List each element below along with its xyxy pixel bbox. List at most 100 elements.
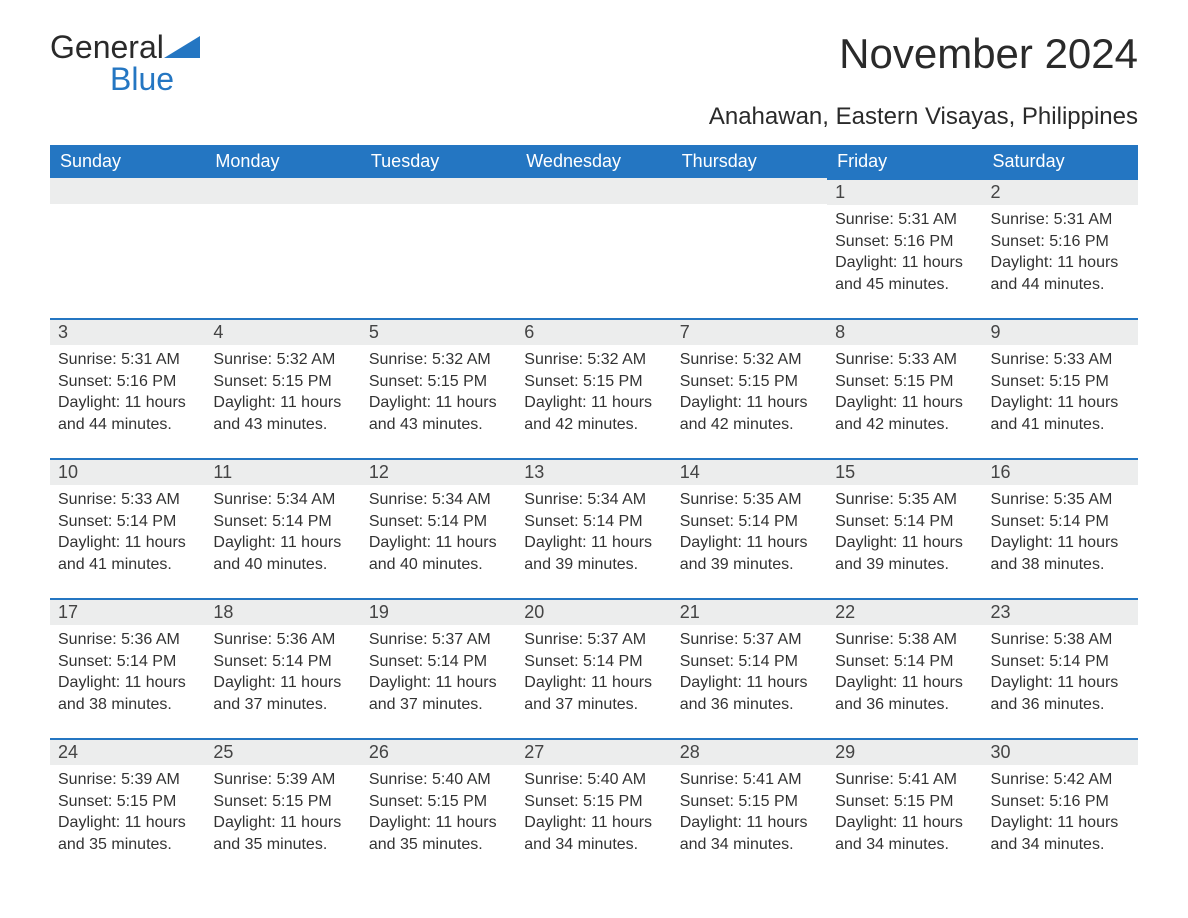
day-detail: Sunrise: 5:31 AMSunset: 5:16 PMDaylight:… — [50, 345, 205, 445]
day-number: 8 — [827, 318, 982, 345]
weekday-header: Wednesday — [516, 145, 671, 178]
day-detail: Sunrise: 5:42 AMSunset: 5:16 PMDaylight:… — [983, 765, 1138, 865]
calendar-row: 24Sunrise: 5:39 AMSunset: 5:15 PMDayligh… — [50, 738, 1138, 878]
calendar-cell: 19Sunrise: 5:37 AMSunset: 5:14 PMDayligh… — [361, 598, 516, 738]
day-detail: Sunrise: 5:38 AMSunset: 5:14 PMDaylight:… — [827, 625, 982, 725]
day-number: 9 — [983, 318, 1138, 345]
weekday-header: Tuesday — [361, 145, 516, 178]
calendar-cell: 9Sunrise: 5:33 AMSunset: 5:15 PMDaylight… — [983, 318, 1138, 458]
day-number: 6 — [516, 318, 671, 345]
calendar-cell: 10Sunrise: 5:33 AMSunset: 5:14 PMDayligh… — [50, 458, 205, 598]
day-detail: Sunrise: 5:33 AMSunset: 5:14 PMDaylight:… — [50, 485, 205, 585]
day-number: 25 — [205, 738, 360, 765]
day-number: 5 — [361, 318, 516, 345]
calendar-cell: 14Sunrise: 5:35 AMSunset: 5:14 PMDayligh… — [672, 458, 827, 598]
day-number: 17 — [50, 598, 205, 625]
calendar-cell: 6Sunrise: 5:32 AMSunset: 5:15 PMDaylight… — [516, 318, 671, 458]
day-number: 28 — [672, 738, 827, 765]
day-number: 29 — [827, 738, 982, 765]
day-detail: Sunrise: 5:37 AMSunset: 5:14 PMDaylight:… — [516, 625, 671, 725]
brand-logo: General Blue — [50, 30, 200, 95]
day-detail: Sunrise: 5:39 AMSunset: 5:15 PMDaylight:… — [50, 765, 205, 865]
day-detail: Sunrise: 5:37 AMSunset: 5:14 PMDaylight:… — [361, 625, 516, 725]
day-detail: Sunrise: 5:32 AMSunset: 5:15 PMDaylight:… — [672, 345, 827, 445]
weekday-header-row: SundayMondayTuesdayWednesdayThursdayFrid… — [50, 145, 1138, 178]
day-detail: Sunrise: 5:35 AMSunset: 5:14 PMDaylight:… — [983, 485, 1138, 585]
calendar-cell — [672, 178, 827, 318]
calendar-cell: 15Sunrise: 5:35 AMSunset: 5:14 PMDayligh… — [827, 458, 982, 598]
weekday-header: Friday — [827, 145, 982, 178]
calendar-row: 1Sunrise: 5:31 AMSunset: 5:16 PMDaylight… — [50, 178, 1138, 318]
day-detail: Sunrise: 5:33 AMSunset: 5:15 PMDaylight:… — [827, 345, 982, 445]
empty-day-header — [516, 178, 671, 204]
calendar-cell: 11Sunrise: 5:34 AMSunset: 5:14 PMDayligh… — [205, 458, 360, 598]
calendar-cell: 17Sunrise: 5:36 AMSunset: 5:14 PMDayligh… — [50, 598, 205, 738]
calendar-cell: 16Sunrise: 5:35 AMSunset: 5:14 PMDayligh… — [983, 458, 1138, 598]
weekday-header: Monday — [205, 145, 360, 178]
empty-day-header — [361, 178, 516, 204]
calendar-cell: 29Sunrise: 5:41 AMSunset: 5:15 PMDayligh… — [827, 738, 982, 878]
day-detail: Sunrise: 5:36 AMSunset: 5:14 PMDaylight:… — [205, 625, 360, 725]
calendar-cell: 23Sunrise: 5:38 AMSunset: 5:14 PMDayligh… — [983, 598, 1138, 738]
calendar-cell: 8Sunrise: 5:33 AMSunset: 5:15 PMDaylight… — [827, 318, 982, 458]
calendar-cell: 12Sunrise: 5:34 AMSunset: 5:14 PMDayligh… — [361, 458, 516, 598]
brand-part1: General — [50, 29, 164, 65]
day-detail: Sunrise: 5:32 AMSunset: 5:15 PMDaylight:… — [516, 345, 671, 445]
day-detail: Sunrise: 5:40 AMSunset: 5:15 PMDaylight:… — [516, 765, 671, 865]
calendar-cell — [50, 178, 205, 318]
day-number: 15 — [827, 458, 982, 485]
day-detail: Sunrise: 5:37 AMSunset: 5:14 PMDaylight:… — [672, 625, 827, 725]
day-number: 21 — [672, 598, 827, 625]
calendar-cell: 5Sunrise: 5:32 AMSunset: 5:15 PMDaylight… — [361, 318, 516, 458]
calendar-cell: 13Sunrise: 5:34 AMSunset: 5:14 PMDayligh… — [516, 458, 671, 598]
day-number: 20 — [516, 598, 671, 625]
calendar-row: 10Sunrise: 5:33 AMSunset: 5:14 PMDayligh… — [50, 458, 1138, 598]
location-subtitle: Anahawan, Eastern Visayas, Philippines — [50, 103, 1138, 131]
day-detail: Sunrise: 5:41 AMSunset: 5:15 PMDaylight:… — [672, 765, 827, 865]
day-detail: Sunrise: 5:31 AMSunset: 5:16 PMDaylight:… — [983, 205, 1138, 305]
day-number: 22 — [827, 598, 982, 625]
weekday-header: Saturday — [983, 145, 1138, 178]
calendar-cell: 26Sunrise: 5:40 AMSunset: 5:15 PMDayligh… — [361, 738, 516, 878]
day-detail: Sunrise: 5:32 AMSunset: 5:15 PMDaylight:… — [205, 345, 360, 445]
day-detail: Sunrise: 5:36 AMSunset: 5:14 PMDaylight:… — [50, 625, 205, 725]
calendar-cell: 24Sunrise: 5:39 AMSunset: 5:15 PMDayligh… — [50, 738, 205, 878]
empty-day-header — [205, 178, 360, 204]
day-number: 12 — [361, 458, 516, 485]
day-number: 18 — [205, 598, 360, 625]
calendar-cell: 1Sunrise: 5:31 AMSunset: 5:16 PMDaylight… — [827, 178, 982, 318]
empty-day-header — [50, 178, 205, 204]
day-number: 16 — [983, 458, 1138, 485]
day-number: 10 — [50, 458, 205, 485]
calendar-cell: 2Sunrise: 5:31 AMSunset: 5:16 PMDaylight… — [983, 178, 1138, 318]
calendar-cell: 21Sunrise: 5:37 AMSunset: 5:14 PMDayligh… — [672, 598, 827, 738]
page-title: November 2024 — [839, 30, 1138, 78]
empty-day-header — [672, 178, 827, 204]
calendar-cell: 28Sunrise: 5:41 AMSunset: 5:15 PMDayligh… — [672, 738, 827, 878]
calendar-cell: 3Sunrise: 5:31 AMSunset: 5:16 PMDaylight… — [50, 318, 205, 458]
header: General Blue November 2024 — [50, 30, 1138, 95]
day-number: 27 — [516, 738, 671, 765]
day-detail: Sunrise: 5:39 AMSunset: 5:15 PMDaylight:… — [205, 765, 360, 865]
calendar-cell — [361, 178, 516, 318]
day-number: 7 — [672, 318, 827, 345]
day-number: 13 — [516, 458, 671, 485]
calendar-cell: 22Sunrise: 5:38 AMSunset: 5:14 PMDayligh… — [827, 598, 982, 738]
calendar-cell — [205, 178, 360, 318]
calendar-table: SundayMondayTuesdayWednesdayThursdayFrid… — [50, 145, 1138, 878]
calendar-cell: 7Sunrise: 5:32 AMSunset: 5:15 PMDaylight… — [672, 318, 827, 458]
day-number: 30 — [983, 738, 1138, 765]
calendar-cell: 25Sunrise: 5:39 AMSunset: 5:15 PMDayligh… — [205, 738, 360, 878]
day-number: 26 — [361, 738, 516, 765]
calendar-cell: 20Sunrise: 5:37 AMSunset: 5:14 PMDayligh… — [516, 598, 671, 738]
day-detail: Sunrise: 5:38 AMSunset: 5:14 PMDaylight:… — [983, 625, 1138, 725]
day-number: 3 — [50, 318, 205, 345]
day-detail: Sunrise: 5:31 AMSunset: 5:16 PMDaylight:… — [827, 205, 982, 305]
day-number: 2 — [983, 178, 1138, 205]
weekday-header: Sunday — [50, 145, 205, 178]
day-detail: Sunrise: 5:32 AMSunset: 5:15 PMDaylight:… — [361, 345, 516, 445]
brand-part2: Blue — [110, 61, 174, 97]
day-number: 23 — [983, 598, 1138, 625]
day-detail: Sunrise: 5:34 AMSunset: 5:14 PMDaylight:… — [361, 485, 516, 585]
calendar-cell: 4Sunrise: 5:32 AMSunset: 5:15 PMDaylight… — [205, 318, 360, 458]
